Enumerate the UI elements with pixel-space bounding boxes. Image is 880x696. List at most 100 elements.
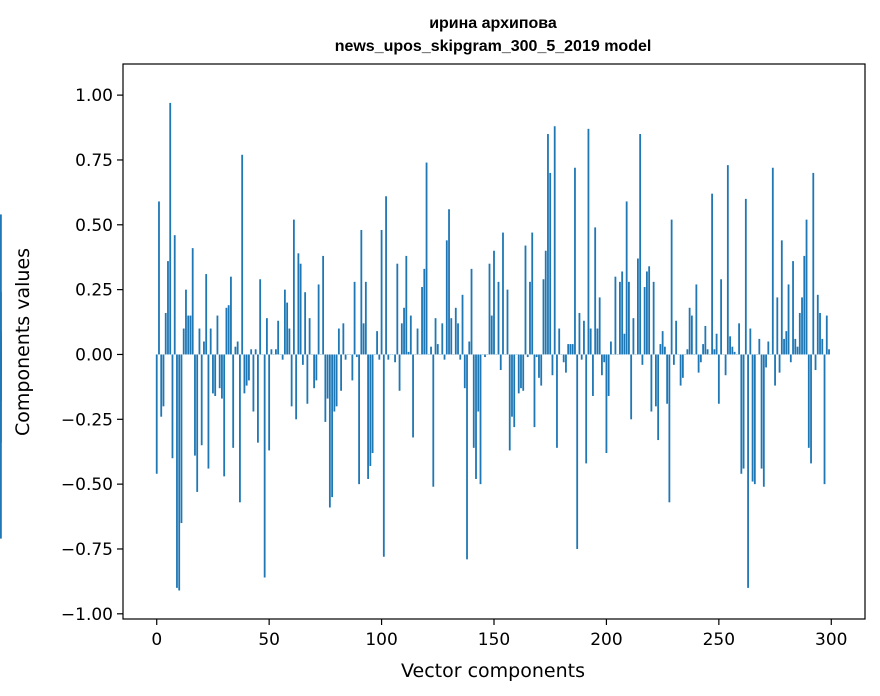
bar-component-88: [353, 281, 356, 355]
bar-component-201: [607, 354, 610, 396]
bar-component-129: [445, 240, 448, 355]
bar-component-143: [477, 354, 480, 412]
bar-component-279: [783, 338, 785, 355]
bar-component-168: [533, 354, 536, 428]
bar-component-71: [315, 354, 318, 381]
bar-component-79: [333, 354, 336, 412]
bar-component-238: [690, 315, 693, 355]
y-tick-label: −1.00: [61, 605, 113, 625]
bar-component-165: [526, 354, 529, 358]
bar-component-60: [290, 354, 293, 407]
bar-component-44: [254, 349, 257, 355]
bar-component-293: [814, 354, 817, 371]
bar-component-265: [751, 354, 754, 482]
bar-component-22: [205, 274, 208, 355]
bar-component-135: [459, 354, 462, 360]
bar-component-234: [681, 354, 684, 378]
y-axis-label: Components values: [12, 248, 34, 436]
bar-component-208: [623, 333, 626, 355]
bar-component-292: [812, 172, 815, 355]
bar-component-245: [706, 349, 709, 355]
bar-component-139: [468, 341, 471, 355]
bar-component-10: [178, 354, 181, 591]
bar-component-221: [652, 281, 655, 355]
bar-component-206: [619, 281, 621, 355]
bar-component-72: [317, 284, 320, 355]
bar-component-198: [601, 354, 603, 376]
bar-component-61: [292, 219, 295, 355]
bar-component-214: [637, 258, 639, 355]
bar-component-231: [675, 320, 678, 355]
bar-component-33: [230, 276, 232, 355]
bar-component-131: [450, 318, 453, 355]
bar-component-276: [776, 297, 779, 355]
y-tick-label: −0.25: [61, 410, 113, 430]
bar-component-134: [457, 323, 459, 355]
bar-component-149: [490, 315, 493, 355]
bar-component-187: [576, 354, 579, 549]
bar-component-0: [155, 354, 158, 474]
bar-component-174: [547, 134, 549, 355]
bar-component-24: [209, 328, 212, 355]
bar-component-63: [297, 253, 300, 355]
bar-component-197: [598, 297, 601, 355]
bar-component-undefined: [0, 354, 2, 539]
bar-component-103: [387, 354, 390, 360]
bar-component-240: [695, 284, 698, 355]
bar-component-26: [214, 354, 217, 396]
bar-component-124: [434, 318, 437, 355]
bar-component-98: [376, 331, 378, 355]
bar-component-290: [807, 354, 810, 448]
bar-component-122: [430, 346, 432, 355]
bar-component-166: [529, 281, 531, 355]
bar-component-280: [785, 331, 788, 355]
bar-component-84: [344, 354, 347, 360]
bar-component-275: [774, 354, 776, 386]
y-tick-label: 0.25: [75, 281, 113, 301]
bar-component-227: [666, 354, 669, 404]
bar-component-37: [239, 354, 241, 503]
bar-component-184: [569, 344, 572, 355]
bar-component-118: [421, 287, 423, 355]
bar-component-210: [628, 281, 630, 355]
bar-component-66: [304, 292, 307, 355]
bar-component-291: [810, 354, 812, 464]
bar-component-120: [425, 162, 428, 355]
bar-component-101: [382, 354, 385, 557]
bar-component-150: [493, 250, 495, 355]
bar-component-146: [484, 354, 486, 358]
bar-component-87: [351, 354, 354, 381]
bar-component-217: [643, 287, 646, 355]
y-tick-label: −0.75: [61, 540, 113, 560]
bar-component-107: [396, 263, 399, 355]
bar-component-287: [801, 297, 803, 355]
bar-component-109: [400, 323, 403, 355]
bar-component-140: [470, 268, 473, 355]
bar-component-95: [369, 354, 372, 466]
plot-frame: [122, 63, 866, 620]
x-tick-label: 150: [478, 630, 510, 650]
bar-component-133: [454, 307, 457, 355]
bar-component-119: [423, 268, 426, 355]
bar-component-142: [475, 354, 477, 479]
bar-component-181: [562, 354, 565, 363]
bar-component-154: [502, 232, 504, 355]
bar-component-59: [288, 328, 291, 355]
bar-component-200: [605, 354, 608, 454]
bar-component-274: [771, 167, 774, 355]
bar-component-62: [295, 354, 298, 420]
y-tick-label: 0.00: [75, 345, 113, 365]
bar-component-299: [828, 349, 830, 355]
bar-component-220: [650, 354, 653, 412]
bar-component-161: [517, 354, 520, 394]
bar-component-111: [405, 255, 408, 355]
bar-component-undefined: [0, 331, 2, 355]
bar-component-212: [632, 318, 635, 355]
bar-component-65: [301, 354, 304, 365]
bar-component-43: [252, 354, 255, 412]
chart-title: ирина архипова: [429, 15, 557, 32]
bar-component-242: [699, 354, 702, 363]
bar-component-20: [200, 354, 203, 446]
bar-component-295: [819, 312, 821, 355]
bar-component-158: [511, 354, 513, 417]
